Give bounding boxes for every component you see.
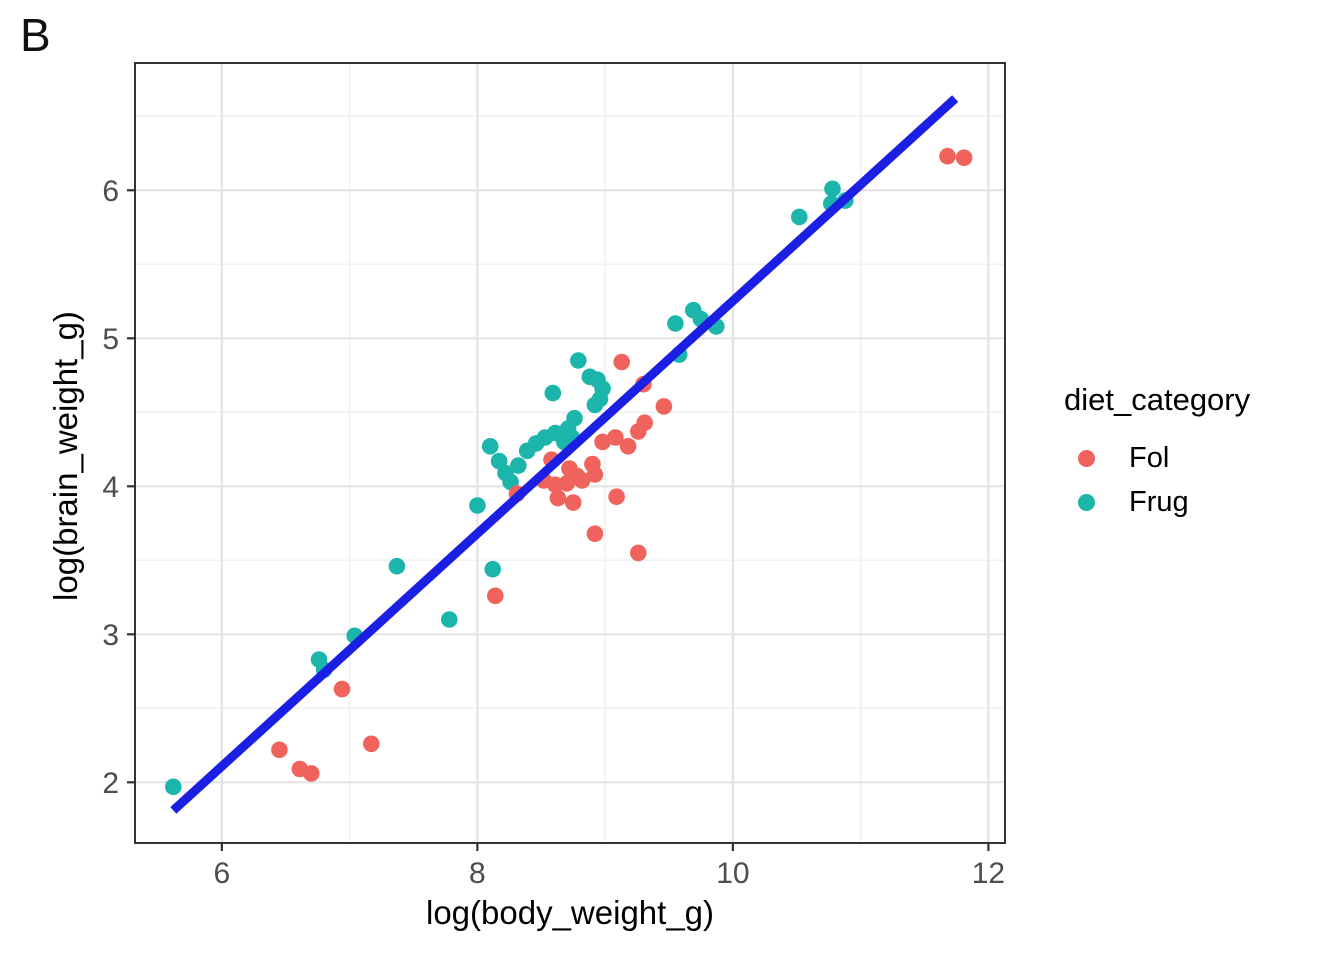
data-point-fol <box>363 735 380 753</box>
legend-swatch-frug-icon <box>1078 493 1095 511</box>
data-point-frug <box>481 438 499 455</box>
y-tick-label: 3 <box>102 619 119 652</box>
data-point-fol <box>573 472 591 489</box>
y-tick-label: 5 <box>102 323 119 356</box>
legend-title: diet_category <box>1064 382 1251 417</box>
data-point-fol <box>586 525 604 542</box>
legend-item-fol: Fol <box>1056 436 1250 480</box>
x-tick-label: 6 <box>214 857 231 890</box>
data-point-fol <box>939 147 956 165</box>
axis-ticks: 6 8 10 12 2 3 4 5 6 <box>102 175 1005 890</box>
data-point-fol <box>619 438 637 455</box>
data-point-frug <box>667 315 684 332</box>
data-point-fol <box>608 488 625 506</box>
y-tick-label: 6 <box>102 175 119 208</box>
data-point-fol <box>613 353 630 371</box>
legend-item-label: Fol <box>1129 441 1170 474</box>
y-tick-label: 4 <box>102 471 119 504</box>
data-point-fol <box>636 414 653 432</box>
points-series-fol <box>271 147 973 782</box>
data-point-fol <box>955 149 973 166</box>
data-point-fol <box>655 398 673 415</box>
legend-item-frug: Frug <box>1056 480 1250 524</box>
x-tick-label: 10 <box>716 857 749 890</box>
data-point-frug <box>791 208 808 226</box>
data-point-frug <box>165 778 182 796</box>
data-point-fol <box>607 429 624 446</box>
trend-line <box>170 95 959 814</box>
data-point-fol <box>630 544 647 562</box>
data-point-fol <box>594 433 611 451</box>
data-point-frug <box>824 180 841 198</box>
legend: diet_category Fol Frug <box>1056 382 1250 524</box>
x-axis-title: log(body_weight_g) <box>425 894 715 931</box>
data-point-fol <box>333 680 351 698</box>
data-point-fol <box>549 489 567 507</box>
y-tick-label: 2 <box>102 767 119 800</box>
data-point-frug <box>544 384 562 402</box>
data-point-frug <box>559 420 577 437</box>
data-point-fol <box>303 765 320 782</box>
legend-swatch-fol-icon <box>1078 449 1095 467</box>
data-point-frug <box>510 457 527 474</box>
data-point-fol <box>487 587 504 605</box>
data-point-frug <box>441 611 458 628</box>
y-axis-title: log(brain_weight_g) <box>47 311 84 601</box>
panel-label: B <box>20 9 51 61</box>
panel-border <box>134 62 1006 844</box>
data-point-frug <box>484 560 502 578</box>
x-tick-label: 12 <box>972 857 1005 890</box>
data-point-frug <box>570 352 587 369</box>
x-tick-label: 8 <box>469 857 486 890</box>
data-point-frug <box>469 497 486 514</box>
data-point-frug <box>388 557 406 575</box>
legend-item-label: Frug <box>1129 485 1189 518</box>
data-point-fol <box>271 741 288 759</box>
data-point-frug <box>586 396 604 414</box>
data-point-fol <box>586 466 604 483</box>
data-point-fol <box>564 494 582 511</box>
